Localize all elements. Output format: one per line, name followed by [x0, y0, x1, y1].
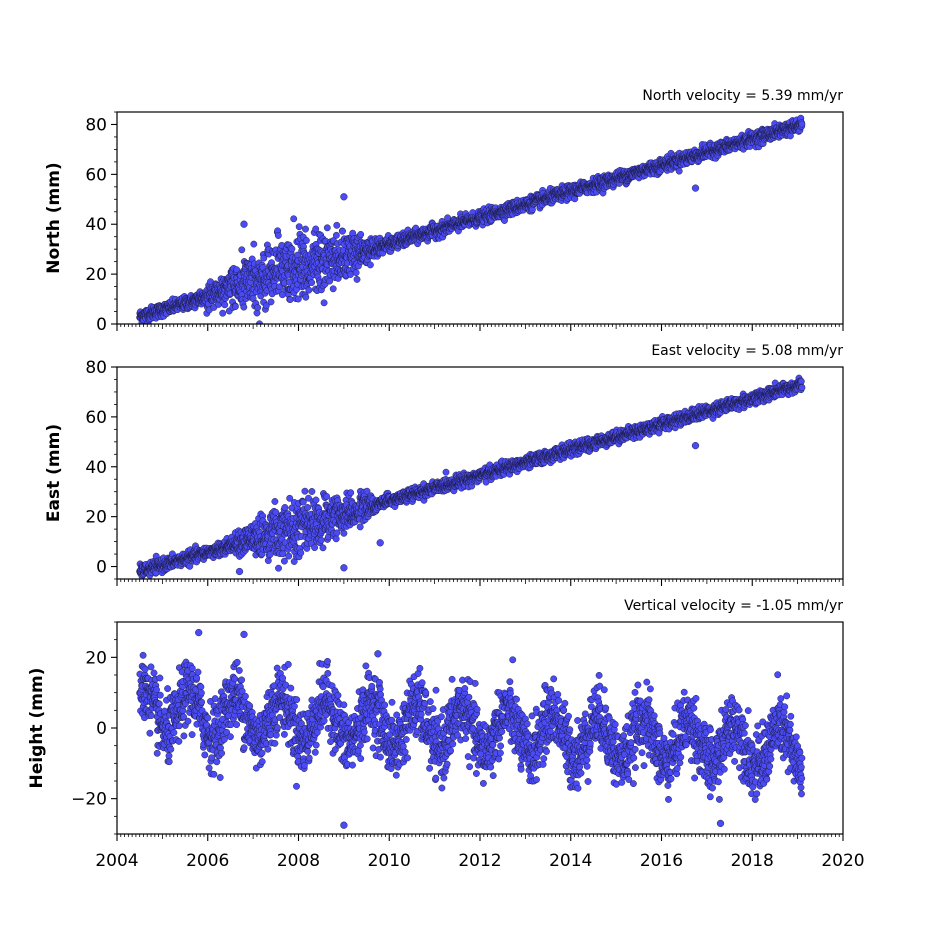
y-tick-label: 80	[85, 115, 107, 135]
data-point	[312, 225, 320, 233]
data-point	[286, 296, 294, 303]
data-point	[340, 529, 348, 537]
data-point	[333, 221, 341, 229]
data-point	[288, 245, 296, 253]
data-point	[250, 240, 258, 248]
data-point	[317, 536, 325, 544]
outlier-point	[691, 184, 700, 192]
data-point	[262, 302, 270, 310]
data-point	[271, 498, 279, 505]
y-tick-label: 40	[85, 215, 107, 235]
data-point	[312, 496, 320, 504]
data-point	[302, 225, 309, 233]
data-point	[339, 227, 346, 235]
data-point	[280, 557, 288, 565]
outlier-point	[340, 193, 348, 201]
data-point	[332, 231, 340, 239]
data-point	[332, 535, 340, 543]
y-tick-label: 20	[85, 265, 107, 285]
data-point	[254, 304, 262, 312]
data-point	[266, 550, 274, 558]
data-point	[305, 494, 312, 502]
north-points	[136, 114, 806, 347]
data-point	[333, 529, 341, 537]
data-point	[286, 494, 294, 502]
data-point	[272, 508, 280, 516]
data-point	[319, 544, 327, 552]
data-point	[221, 301, 229, 309]
data-point	[326, 277, 334, 285]
data-point	[323, 492, 331, 500]
data-point	[301, 487, 309, 495]
data-point	[329, 285, 337, 293]
data-point	[281, 504, 289, 511]
data-point	[274, 232, 282, 239]
data-point	[357, 230, 365, 238]
y-tick-label: 0	[96, 315, 107, 335]
data-point	[352, 269, 360, 277]
data-point	[186, 562, 194, 570]
north-panel: 0 20 40 60 80 North (mm) North velocity = 5.39…	[44, 88, 844, 347]
data-point	[798, 120, 806, 128]
data-point	[347, 489, 355, 497]
data-point	[366, 261, 374, 269]
data-point	[275, 564, 282, 572]
north-velocity-annotation: North velocity = 5.39 mm/yr	[642, 88, 843, 104]
data-point	[279, 550, 287, 558]
data-point	[320, 299, 328, 307]
data-point	[323, 224, 331, 232]
data-point	[219, 309, 227, 317]
data-point	[356, 523, 364, 531]
data-point	[240, 303, 248, 311]
data-point	[304, 504, 312, 511]
data-point	[297, 549, 305, 557]
data-point	[353, 275, 361, 283]
data-point	[308, 488, 316, 495]
data-point	[311, 544, 319, 552]
north-y-axis-label: North (mm)	[44, 162, 64, 273]
data-point	[675, 167, 683, 175]
data-point	[442, 468, 450, 476]
outlier-point	[240, 220, 248, 228]
data-point	[302, 237, 310, 244]
data-point	[290, 215, 298, 223]
data-point	[295, 223, 303, 231]
data-point	[267, 298, 275, 306]
data-point	[294, 295, 302, 303]
data-point	[260, 254, 268, 262]
data-point	[302, 293, 310, 301]
data-point	[305, 286, 313, 294]
data-point	[238, 246, 246, 254]
data-point	[231, 303, 239, 311]
data-point	[233, 266, 241, 274]
data-point	[363, 487, 371, 495]
data-point	[299, 498, 307, 506]
data-point	[267, 341, 273, 347]
east-points	[136, 374, 806, 579]
data-point	[308, 279, 316, 287]
data-point	[285, 552, 293, 560]
y-tick-label: 60	[85, 165, 107, 185]
